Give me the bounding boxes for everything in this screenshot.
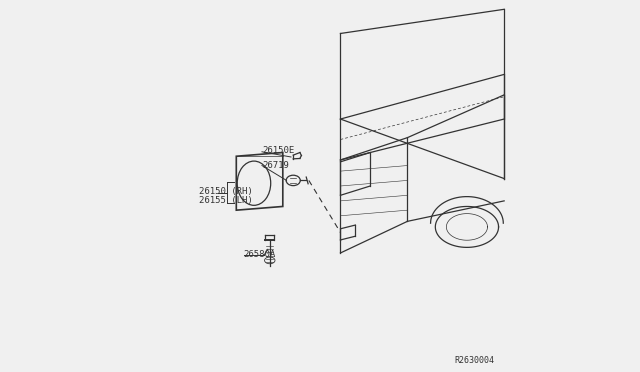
Text: R2630004: R2630004 <box>455 356 495 365</box>
Text: 26150E: 26150E <box>262 146 294 155</box>
Text: 26719: 26719 <box>262 161 289 170</box>
Text: 26150 (RH): 26150 (RH) <box>199 187 253 196</box>
Text: 26580A: 26580A <box>244 250 276 259</box>
Text: 26155 (LH): 26155 (LH) <box>199 196 253 205</box>
